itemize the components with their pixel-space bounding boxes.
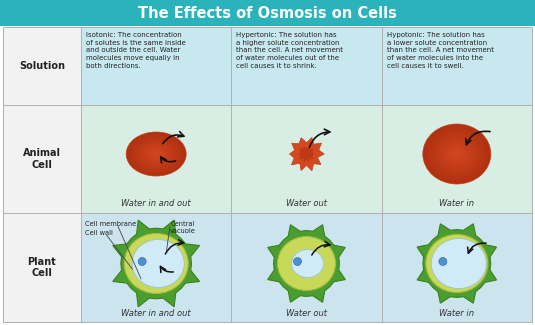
Text: Water out: Water out xyxy=(286,308,327,318)
Ellipse shape xyxy=(154,152,158,156)
Ellipse shape xyxy=(149,149,163,159)
Ellipse shape xyxy=(126,132,186,176)
Text: Water out: Water out xyxy=(286,199,327,207)
Text: Isotonic: The concentration
of solutes is the same inside
and outside the cell. : Isotonic: The concentration of solutes i… xyxy=(86,32,186,69)
Bar xyxy=(3,105,81,213)
Text: Plant
Cell: Plant Cell xyxy=(28,257,56,278)
Ellipse shape xyxy=(450,148,464,160)
Ellipse shape xyxy=(427,128,487,180)
Ellipse shape xyxy=(437,136,477,172)
Ellipse shape xyxy=(138,141,174,167)
Ellipse shape xyxy=(132,136,180,172)
Text: The Effects of Osmosis on Cells: The Effects of Osmosis on Cells xyxy=(137,6,396,20)
Bar xyxy=(81,105,231,213)
Ellipse shape xyxy=(446,144,468,163)
Bar xyxy=(381,213,532,322)
Ellipse shape xyxy=(429,129,485,179)
Bar xyxy=(381,105,532,213)
Ellipse shape xyxy=(425,126,488,182)
Text: Water in: Water in xyxy=(439,199,475,207)
Ellipse shape xyxy=(124,233,188,293)
Bar xyxy=(81,27,231,105)
Ellipse shape xyxy=(454,151,460,156)
Ellipse shape xyxy=(431,131,483,177)
Text: Cell membrane: Cell membrane xyxy=(85,221,136,227)
Ellipse shape xyxy=(431,239,486,289)
Bar xyxy=(231,105,381,213)
Text: Solution: Solution xyxy=(19,61,65,71)
Text: Cell wall: Cell wall xyxy=(85,230,113,236)
Bar xyxy=(231,27,381,105)
Text: Animal
Cell: Animal Cell xyxy=(23,148,61,170)
Polygon shape xyxy=(113,220,200,307)
Ellipse shape xyxy=(449,147,465,161)
Ellipse shape xyxy=(423,124,491,184)
Ellipse shape xyxy=(155,153,157,155)
Ellipse shape xyxy=(151,150,161,158)
Ellipse shape xyxy=(133,137,179,171)
Ellipse shape xyxy=(453,150,461,158)
Ellipse shape xyxy=(127,133,185,175)
Bar xyxy=(0,0,535,26)
Ellipse shape xyxy=(128,134,184,174)
Ellipse shape xyxy=(137,140,175,168)
Circle shape xyxy=(138,257,146,266)
Ellipse shape xyxy=(442,141,472,167)
Polygon shape xyxy=(298,146,315,162)
Ellipse shape xyxy=(432,132,482,176)
Ellipse shape xyxy=(147,147,166,161)
Ellipse shape xyxy=(131,136,181,173)
Ellipse shape xyxy=(132,240,184,288)
Bar xyxy=(231,213,381,322)
Ellipse shape xyxy=(142,143,171,164)
Text: Water in and out: Water in and out xyxy=(121,199,191,207)
Ellipse shape xyxy=(292,250,324,278)
Circle shape xyxy=(439,257,447,266)
Ellipse shape xyxy=(430,130,484,178)
Ellipse shape xyxy=(136,139,177,169)
Ellipse shape xyxy=(146,146,167,162)
Ellipse shape xyxy=(438,137,476,171)
Ellipse shape xyxy=(139,142,173,166)
Ellipse shape xyxy=(445,143,469,165)
Ellipse shape xyxy=(152,151,160,157)
Circle shape xyxy=(294,257,302,266)
Ellipse shape xyxy=(135,138,178,170)
Ellipse shape xyxy=(150,150,162,158)
Bar xyxy=(381,27,532,105)
Bar xyxy=(3,213,81,322)
Text: Water in and out: Water in and out xyxy=(121,308,191,318)
Ellipse shape xyxy=(439,138,475,170)
Ellipse shape xyxy=(452,149,462,159)
Polygon shape xyxy=(289,137,324,171)
Bar xyxy=(3,27,81,105)
Polygon shape xyxy=(268,225,345,302)
Ellipse shape xyxy=(148,148,165,160)
Text: Water in: Water in xyxy=(439,308,475,318)
Ellipse shape xyxy=(143,144,170,164)
Bar xyxy=(81,213,231,322)
Text: Hypertonic: The solution has
a higher solute concentration
than the cell. A net : Hypertonic: The solution has a higher so… xyxy=(236,32,343,69)
Ellipse shape xyxy=(434,134,480,175)
Text: Hypotonic: The solution has
a lower solute concentration
than the cell. A net mo: Hypotonic: The solution has a lower solu… xyxy=(387,32,494,69)
Ellipse shape xyxy=(424,125,490,183)
Polygon shape xyxy=(417,224,496,303)
Ellipse shape xyxy=(144,145,168,163)
Ellipse shape xyxy=(443,142,470,166)
Ellipse shape xyxy=(447,146,467,162)
Ellipse shape xyxy=(130,135,182,173)
Ellipse shape xyxy=(426,235,488,292)
Ellipse shape xyxy=(435,135,479,173)
Ellipse shape xyxy=(440,140,473,168)
Ellipse shape xyxy=(278,237,335,291)
Text: Central
vacuole: Central vacuole xyxy=(170,221,196,234)
Ellipse shape xyxy=(141,143,172,165)
Ellipse shape xyxy=(455,153,458,155)
